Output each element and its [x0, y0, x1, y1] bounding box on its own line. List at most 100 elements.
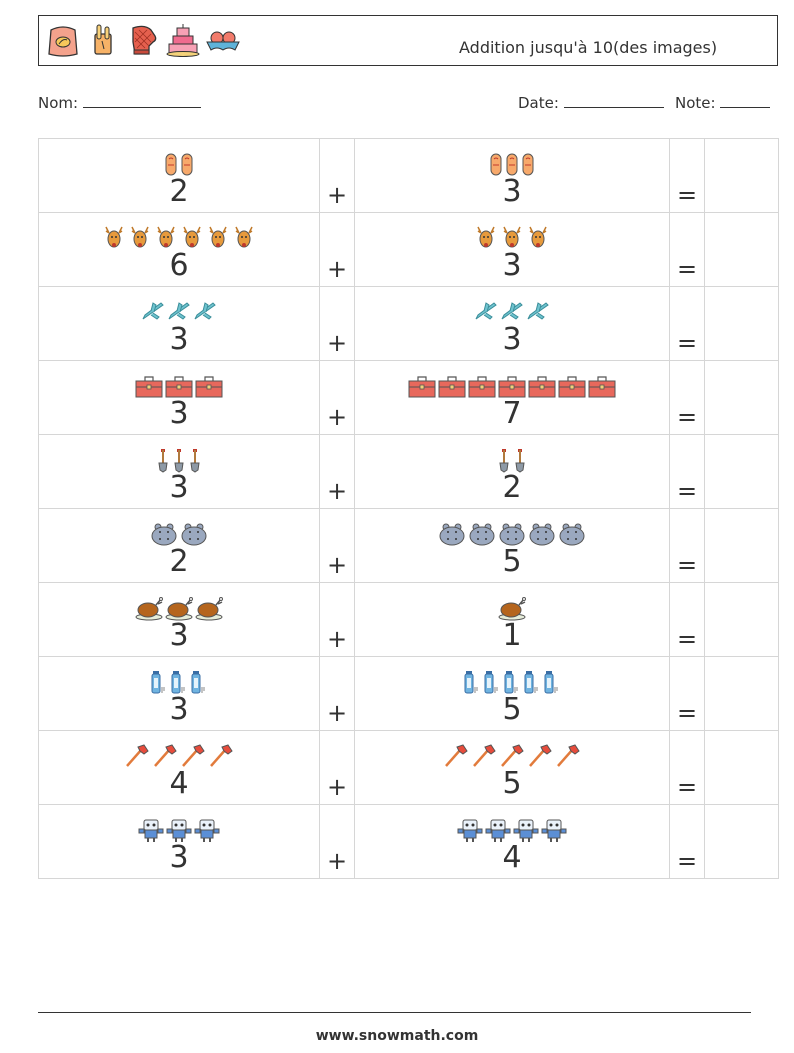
- second-addend-pictures: [355, 521, 669, 549]
- second-addend: 2: [502, 470, 522, 505]
- grade-label: Note:: [675, 94, 716, 112]
- fire-axe-icon: [471, 743, 497, 771]
- shovel-icon: [156, 447, 170, 475]
- water-bottle-icon: [483, 669, 501, 697]
- date-field[interactable]: Date:: [518, 93, 664, 112]
- second-addend: 3: [502, 322, 522, 357]
- equals-cell: =: [669, 508, 705, 583]
- answer-box[interactable]: [704, 656, 779, 731]
- fire-axe-icon: [208, 743, 234, 771]
- plus-cell: +: [319, 138, 355, 213]
- problem-row: 3 +1 =: [38, 582, 779, 657]
- plus-cell: +: [319, 730, 355, 805]
- flour-sack-icon: [45, 22, 81, 58]
- second-addend-cell: 1: [354, 582, 670, 657]
- toolbox-icon: [195, 373, 223, 401]
- equals-sign: =: [676, 625, 698, 653]
- first-addend: 3: [169, 470, 189, 505]
- first-addend-pictures: [39, 595, 319, 623]
- toolbox-icon: [165, 373, 193, 401]
- name-field[interactable]: Nom:: [38, 93, 201, 112]
- answer-box[interactable]: [704, 212, 779, 287]
- hippo-icon: [498, 521, 526, 549]
- second-addend-pictures: [355, 373, 669, 401]
- grade-blank[interactable]: [720, 93, 771, 108]
- hippo-icon: [180, 521, 208, 549]
- problem-table: 2 +3 = 6 +3 = 3 +3 = 3 +7 = 3 +2 = 2 +5 = 3 +1 = 3 +5 = 4 +5 = 3 +4 =: [38, 138, 779, 879]
- robot-icon: [166, 817, 192, 845]
- footer-url: www.snowmath.com: [315, 1028, 479, 1044]
- second-addend-pictures: [355, 151, 669, 179]
- robot-icon: [194, 817, 220, 845]
- answer-box[interactable]: [704, 286, 779, 361]
- name-label: Nom:: [38, 94, 79, 112]
- plus-cell: +: [319, 360, 355, 435]
- plus-sign: +: [326, 255, 348, 283]
- plus-sign: +: [326, 847, 348, 875]
- fire-axe-icon: [152, 743, 178, 771]
- footer-divider: [38, 1012, 751, 1013]
- equals-cell: =: [669, 582, 705, 657]
- water-bottle-icon: [503, 669, 521, 697]
- reindeer-icon: [154, 225, 178, 253]
- equals-sign: =: [676, 773, 698, 801]
- grade-field[interactable]: Note:: [675, 93, 771, 112]
- shovel-icon: [497, 447, 511, 475]
- equals-cell: =: [669, 730, 705, 805]
- equals-sign: =: [676, 181, 698, 209]
- name-blank[interactable]: [82, 93, 201, 108]
- equals-cell: =: [669, 360, 705, 435]
- problem-row: 6 +3 =: [38, 212, 779, 287]
- plus-sign: +: [326, 477, 348, 505]
- water-bottle-icon: [463, 669, 481, 697]
- airplane-icon: [167, 299, 191, 327]
- robot-icon: [457, 817, 483, 845]
- first-addend-pictures: [39, 669, 319, 697]
- roast-turkey-icon: [195, 595, 223, 623]
- reindeer-icon: [128, 225, 152, 253]
- problem-row: 4 +5 =: [38, 730, 779, 805]
- equals-cell: =: [669, 138, 705, 213]
- water-bottle-icon: [150, 669, 168, 697]
- robot-icon: [485, 817, 511, 845]
- answer-box[interactable]: [704, 360, 779, 435]
- equals-cell: =: [669, 804, 705, 879]
- first-addend: 3: [169, 322, 189, 357]
- toolbox-icon: [468, 373, 496, 401]
- reindeer-icon: [526, 225, 550, 253]
- answer-box[interactable]: [704, 434, 779, 509]
- equals-sign: =: [676, 551, 698, 579]
- toolbox-icon: [558, 373, 586, 401]
- problem-rows: 2 +3 = 6 +3 = 3 +3 = 3 +7 = 3 +2 = 2 +5 = 3 +1 = 3 +5 = 4 +5 = 3 +4 =: [38, 138, 779, 879]
- date-blank[interactable]: [563, 93, 664, 108]
- problem-row: 2 +3 =: [38, 138, 779, 213]
- first-addend-pictures: [39, 447, 319, 475]
- first-addend-pictures: [39, 373, 319, 401]
- answer-box[interactable]: [704, 508, 779, 583]
- equals-sign: =: [676, 847, 698, 875]
- answer-box[interactable]: [704, 138, 779, 213]
- oven-mitt-icon: [125, 22, 161, 58]
- second-addend-cell: 3: [354, 138, 670, 213]
- equals-sign: =: [676, 699, 698, 727]
- problem-row: 3 +5 =: [38, 656, 779, 731]
- answer-box[interactable]: [704, 582, 779, 657]
- reindeer-icon: [180, 225, 204, 253]
- toolbox-icon: [528, 373, 556, 401]
- airplane-icon: [141, 299, 165, 327]
- answer-box[interactable]: [704, 804, 779, 879]
- second-addend-pictures: [355, 817, 669, 845]
- plus-sign: +: [326, 699, 348, 727]
- answer-box[interactable]: [704, 730, 779, 805]
- airplane-icon: [474, 299, 498, 327]
- equals-sign: =: [676, 329, 698, 357]
- fire-axe-icon: [527, 743, 553, 771]
- plus-cell: +: [319, 656, 355, 731]
- shovel-icon: [513, 447, 527, 475]
- second-addend-pictures: [355, 743, 669, 771]
- fire-axe-icon: [555, 743, 581, 771]
- first-addend-cell: 3: [38, 286, 320, 361]
- hippo-icon: [438, 521, 466, 549]
- second-addend-pictures: [355, 669, 669, 697]
- fire-axe-icon: [499, 743, 525, 771]
